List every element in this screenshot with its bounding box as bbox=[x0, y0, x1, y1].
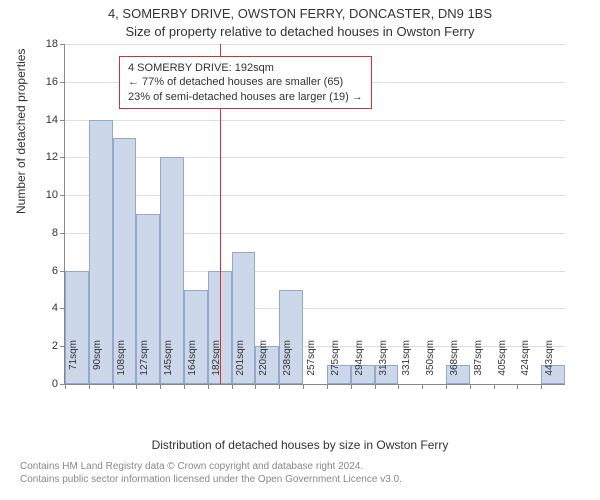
x-axis-label: Distribution of detached houses by size … bbox=[0, 438, 600, 452]
y-tick-label: 18 bbox=[28, 38, 58, 50]
y-tick-label: 8 bbox=[28, 227, 58, 239]
y-tick-label: 10 bbox=[28, 189, 58, 201]
footer-line-1: Contains HM Land Registry data © Crown c… bbox=[20, 460, 402, 473]
x-tick-mark bbox=[65, 384, 66, 389]
x-tick-label: 405sqm bbox=[497, 340, 508, 390]
y-axis-label: Number of detached properties bbox=[14, 49, 28, 214]
y-tick-mark bbox=[60, 44, 65, 45]
y-tick-mark bbox=[60, 195, 65, 196]
x-tick-mark bbox=[208, 384, 209, 389]
y-tick-label: 16 bbox=[28, 76, 58, 88]
x-tick-mark bbox=[446, 384, 447, 389]
grid-line bbox=[65, 120, 565, 121]
info-line-2: ← 77% of detached houses are smaller (65… bbox=[128, 75, 363, 89]
y-tick-label: 2 bbox=[28, 340, 58, 352]
x-tick-mark bbox=[255, 384, 256, 389]
y-tick-mark bbox=[60, 233, 65, 234]
x-tick-mark bbox=[470, 384, 471, 389]
y-tick-label: 6 bbox=[28, 265, 58, 277]
x-tick-mark bbox=[113, 384, 114, 389]
footer-line-2: Contains public sector information licen… bbox=[20, 473, 402, 486]
x-tick-label: 294sqm bbox=[354, 340, 365, 390]
y-tick-label: 14 bbox=[28, 114, 58, 126]
x-tick-label: 238sqm bbox=[282, 340, 293, 390]
x-tick-label: 350sqm bbox=[425, 340, 436, 390]
x-tick-mark bbox=[327, 384, 328, 389]
x-tick-label: 424sqm bbox=[520, 340, 531, 390]
info-box: 4 SOMERBY DRIVE: 192sqm ← 77% of detache… bbox=[119, 56, 372, 109]
y-tick-label: 4 bbox=[28, 302, 58, 314]
chart-title-sub: Size of property relative to detached ho… bbox=[0, 24, 600, 39]
y-tick-mark bbox=[60, 157, 65, 158]
x-tick-mark bbox=[136, 384, 137, 389]
x-tick-mark bbox=[89, 384, 90, 389]
y-tick-mark bbox=[60, 82, 65, 83]
x-tick-mark bbox=[232, 384, 233, 389]
x-tick-label: 127sqm bbox=[139, 340, 150, 390]
footer: Contains HM Land Registry data © Crown c… bbox=[20, 460, 402, 486]
x-tick-label: 108sqm bbox=[116, 340, 127, 390]
grid-line bbox=[65, 44, 565, 45]
x-tick-label: 201sqm bbox=[235, 340, 246, 390]
chart-container: 4, SOMERBY DRIVE, OWSTON FERRY, DONCASTE… bbox=[0, 0, 600, 500]
x-tick-label: 71sqm bbox=[68, 340, 79, 390]
x-tick-label: 257sqm bbox=[306, 340, 317, 390]
x-tick-mark bbox=[494, 384, 495, 389]
info-line-1: 4 SOMERBY DRIVE: 192sqm bbox=[128, 61, 363, 75]
x-tick-mark bbox=[303, 384, 304, 389]
x-tick-mark bbox=[184, 384, 185, 389]
grid-line bbox=[65, 195, 565, 196]
x-tick-label: 313sqm bbox=[378, 340, 389, 390]
x-tick-mark bbox=[541, 384, 542, 389]
x-tick-label: 90sqm bbox=[92, 340, 103, 390]
x-tick-mark bbox=[398, 384, 399, 389]
plot-area: 71sqm90sqm108sqm127sqm145sqm164sqm182sqm… bbox=[64, 44, 565, 385]
y-tick-mark bbox=[60, 120, 65, 121]
y-tick-label: 12 bbox=[28, 151, 58, 163]
x-tick-mark bbox=[160, 384, 161, 389]
x-tick-label: 331sqm bbox=[401, 340, 412, 390]
x-tick-label: 164sqm bbox=[187, 340, 198, 390]
x-tick-label: 443sqm bbox=[544, 340, 555, 390]
x-tick-mark bbox=[422, 384, 423, 389]
x-tick-label: 387sqm bbox=[473, 340, 484, 390]
chart-title-main: 4, SOMERBY DRIVE, OWSTON FERRY, DONCASTE… bbox=[0, 6, 600, 21]
x-tick-label: 145sqm bbox=[163, 340, 174, 390]
x-tick-label: 275sqm bbox=[330, 340, 341, 390]
x-tick-label: 368sqm bbox=[449, 340, 460, 390]
x-tick-mark bbox=[517, 384, 518, 389]
x-tick-mark bbox=[375, 384, 376, 389]
x-tick-mark bbox=[351, 384, 352, 389]
y-tick-label: 0 bbox=[28, 378, 58, 390]
grid-line bbox=[65, 157, 565, 158]
x-tick-mark bbox=[279, 384, 280, 389]
x-tick-label: 220sqm bbox=[258, 340, 269, 390]
info-line-3: 23% of semi-detached houses are larger (… bbox=[128, 90, 363, 104]
